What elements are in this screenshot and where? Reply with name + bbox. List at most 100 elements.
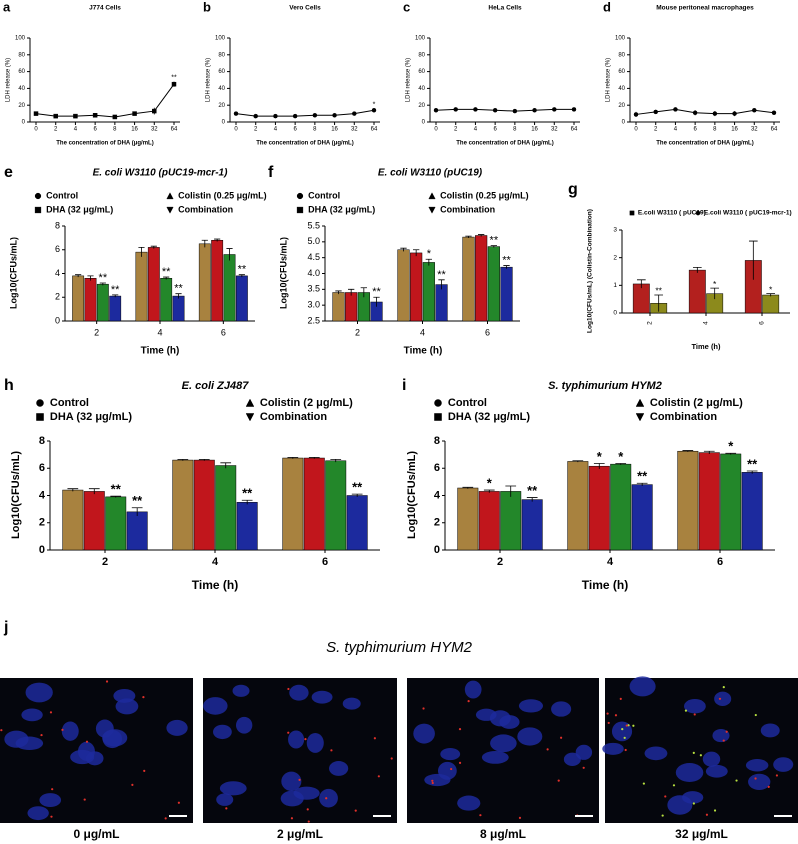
legend-label: DHA (32 μg/mL) — [448, 411, 530, 423]
nucleus — [21, 708, 43, 722]
y-tick-label: 4 — [434, 489, 441, 501]
line — [435, 108, 574, 112]
y-tick-label: 6 — [55, 244, 60, 254]
legend-label: DHA (32 μg/mL) — [308, 204, 375, 214]
x-tick-label: 0 — [434, 127, 438, 133]
panel-title: HeLa Cells — [488, 5, 522, 12]
x-axis-label: Time (h) — [404, 346, 443, 357]
significance: ** — [372, 286, 381, 298]
panel-title: Mouse peritoneal macrophages — [656, 5, 754, 12]
y-tick-label: 4 — [39, 489, 46, 501]
panel-title: S. typhimurium HYM2 — [326, 639, 473, 656]
point — [571, 107, 577, 112]
nucleus — [25, 682, 53, 703]
bacterium — [307, 820, 310, 823]
bacterium — [725, 730, 728, 733]
x-axis-label: The concentration of DHA (μg/mL) — [456, 141, 553, 147]
y-axis-label: LDH release (%) — [406, 58, 412, 102]
point — [752, 107, 757, 113]
error-bar — [490, 245, 498, 248]
error-bar — [654, 294, 664, 312]
bar — [332, 292, 345, 322]
panel-letter: e — [4, 164, 13, 181]
error-bar — [615, 463, 627, 465]
bacterium — [627, 724, 630, 727]
x-tick-label: 6 — [693, 127, 697, 133]
bar — [172, 295, 185, 322]
significance: ** — [111, 482, 122, 497]
x-tick-label: 2 — [454, 127, 458, 133]
point — [73, 113, 78, 119]
nucleus — [684, 698, 706, 714]
point — [512, 108, 518, 114]
y-tick-label: 5.5 — [307, 220, 320, 230]
y-axis-label: Log10(CFUs/mL) — [8, 237, 18, 309]
bar — [109, 295, 122, 322]
point — [532, 107, 537, 113]
x-axis-label: The concentration of DHA (μg/mL) — [256, 141, 353, 147]
y-tick-label: 4.0 — [307, 268, 320, 278]
significance: ** — [747, 456, 758, 471]
y-tick-label: 60 — [218, 69, 225, 75]
y-tick-label: 0 — [434, 544, 440, 556]
error-bar — [526, 497, 538, 502]
bacterium — [699, 754, 702, 757]
y-tick-label: 40 — [218, 86, 225, 92]
x-tick-label: 4 — [474, 127, 478, 133]
bar — [96, 283, 109, 322]
bacterium — [661, 814, 664, 817]
legend-symbol — [434, 399, 442, 407]
error-bar — [177, 458, 189, 461]
scale-bar — [169, 815, 187, 817]
error-bar — [308, 456, 320, 459]
x-tick-label: 8 — [713, 127, 717, 133]
bacterium — [390, 757, 393, 760]
nucleus — [288, 730, 305, 749]
legend-label: Colistin (0.25 μg/mL) — [440, 190, 529, 200]
bar — [105, 496, 127, 551]
legend-symbol — [296, 192, 304, 200]
bar — [410, 252, 423, 322]
nucleus — [115, 698, 139, 715]
bacterium — [61, 728, 64, 731]
significance: * — [487, 475, 493, 490]
bar — [422, 262, 435, 322]
significance: ** — [171, 75, 177, 82]
y-tick-label: 4.5 — [307, 252, 320, 262]
legend-symbol — [36, 413, 44, 421]
panel-title: S. typhimurium HYM2 — [548, 380, 662, 392]
bar — [235, 275, 248, 322]
micrograph — [605, 678, 798, 823]
bar — [198, 243, 211, 322]
x-tick-label: 16 — [531, 127, 538, 133]
bacterium — [49, 711, 53, 714]
bar — [475, 235, 488, 322]
y-tick-label: 0 — [222, 120, 226, 126]
error-bar — [99, 282, 106, 286]
y-tick-label: 6 — [39, 462, 45, 474]
nucleus — [61, 721, 79, 741]
panel-title: Vero Cells — [289, 5, 321, 12]
nucleus — [329, 761, 349, 776]
significance: ** — [99, 272, 108, 284]
nucleus — [319, 788, 338, 808]
image-caption: 32 μg/mL — [675, 827, 728, 841]
error-bar — [505, 485, 517, 497]
bacterium — [767, 785, 770, 788]
bar — [741, 472, 763, 551]
error-bar — [335, 290, 342, 295]
error-bar — [682, 450, 694, 452]
bar — [487, 246, 500, 322]
panel-title: E. coli W3110 (pUC19-mcr-1) — [93, 168, 229, 179]
point — [132, 111, 137, 116]
bacterium — [621, 728, 624, 731]
legend-symbol — [635, 413, 645, 422]
point — [371, 107, 377, 113]
error-bar — [347, 288, 355, 296]
error-bar — [400, 247, 407, 252]
y-tick-label: 3 — [613, 227, 617, 234]
nucleus — [232, 684, 250, 697]
error-bar — [175, 293, 182, 299]
bacterium — [775, 774, 779, 777]
x-tick-label: 8 — [313, 127, 317, 133]
